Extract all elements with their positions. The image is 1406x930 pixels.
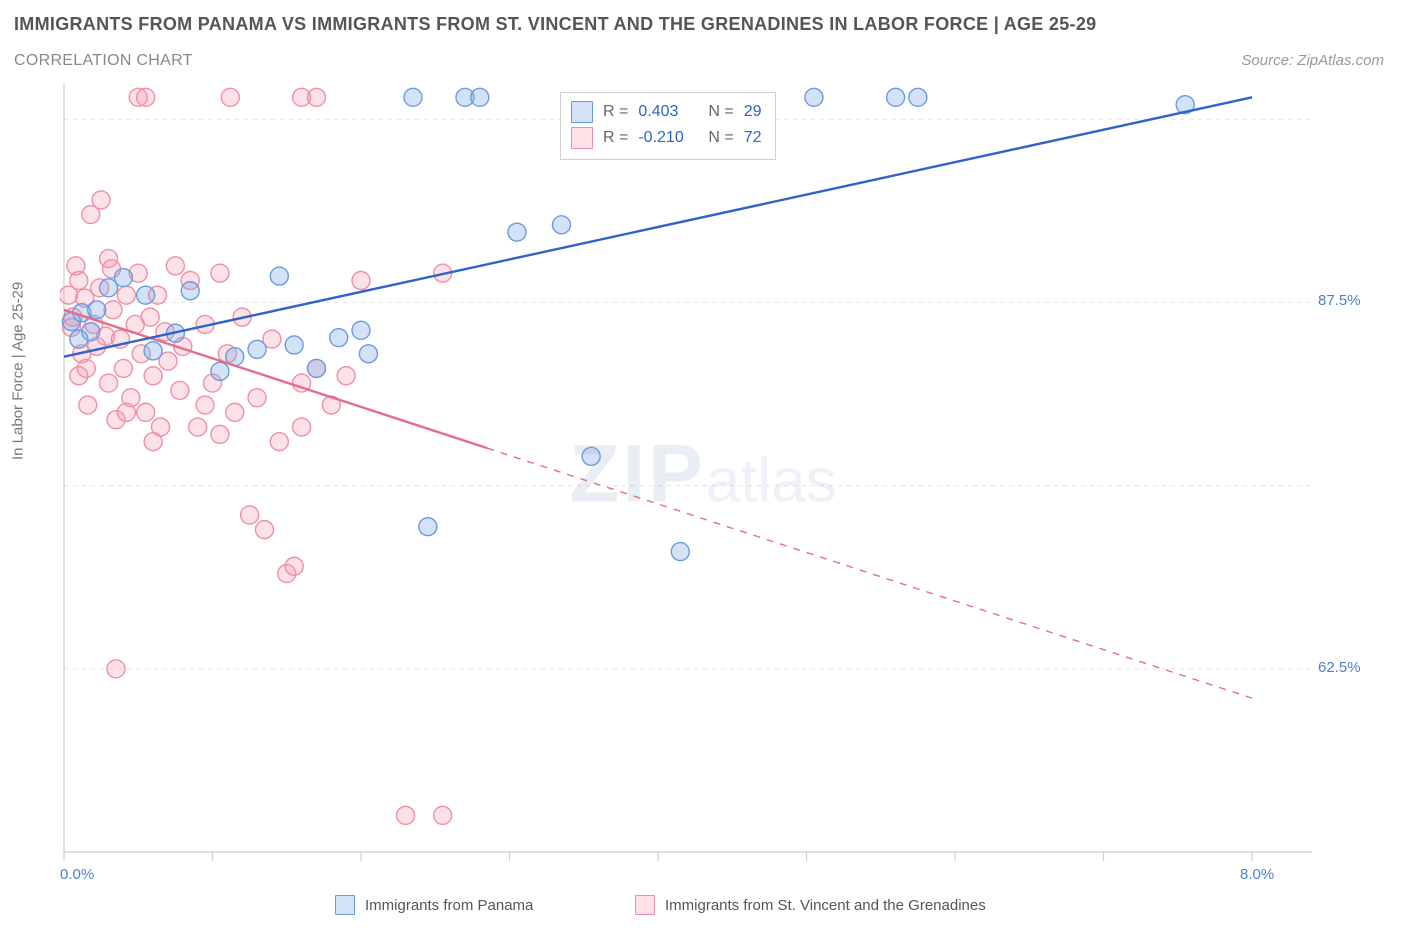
source-prefix: Source: bbox=[1241, 52, 1297, 69]
n-label: N = bbox=[708, 125, 733, 151]
corr-row-blue: R = 0.403 N = 29 bbox=[571, 99, 761, 125]
plot-svg bbox=[60, 82, 1320, 872]
r-label: R = bbox=[603, 99, 628, 125]
n-value-pink: 72 bbox=[744, 125, 762, 151]
legend-pink-label: Immigrants from St. Vincent and the Gren… bbox=[665, 897, 986, 914]
r-value-pink: -0.210 bbox=[638, 125, 698, 151]
legend-pink: Immigrants from St. Vincent and the Gren… bbox=[635, 895, 986, 915]
legend-blue: Immigrants from Panama bbox=[335, 895, 533, 915]
y-axis-label: In Labor Force | Age 25-29 bbox=[10, 282, 27, 460]
n-label: N = bbox=[708, 99, 733, 125]
r-value-blue: 0.403 bbox=[638, 99, 698, 125]
scatter-plot bbox=[60, 82, 1320, 872]
chart-title: IMMIGRANTS FROM PANAMA VS IMMIGRANTS FRO… bbox=[14, 14, 1096, 35]
r-label: R = bbox=[603, 125, 628, 151]
blue-swatch-icon bbox=[571, 101, 593, 123]
y-tick-label: 62.5% bbox=[1318, 659, 1361, 676]
correlation-box: R = 0.403 N = 29 R = -0.210 N = 72 bbox=[560, 92, 776, 160]
x-tick-label: 8.0% bbox=[1240, 866, 1274, 883]
chart-subtitle: CORRELATION CHART bbox=[14, 52, 193, 70]
pink-swatch-icon bbox=[635, 895, 655, 915]
x-tick-label: 0.0% bbox=[60, 866, 94, 883]
source-attribution: Source: ZipAtlas.com bbox=[1241, 52, 1384, 69]
corr-row-pink: R = -0.210 N = 72 bbox=[571, 125, 761, 151]
n-value-blue: 29 bbox=[744, 99, 762, 125]
source-link[interactable]: ZipAtlas.com bbox=[1297, 52, 1384, 69]
pink-swatch-icon bbox=[571, 127, 593, 149]
blue-swatch-icon bbox=[335, 895, 355, 915]
y-tick-label: 87.5% bbox=[1318, 292, 1361, 309]
legend-blue-label: Immigrants from Panama bbox=[365, 897, 533, 914]
